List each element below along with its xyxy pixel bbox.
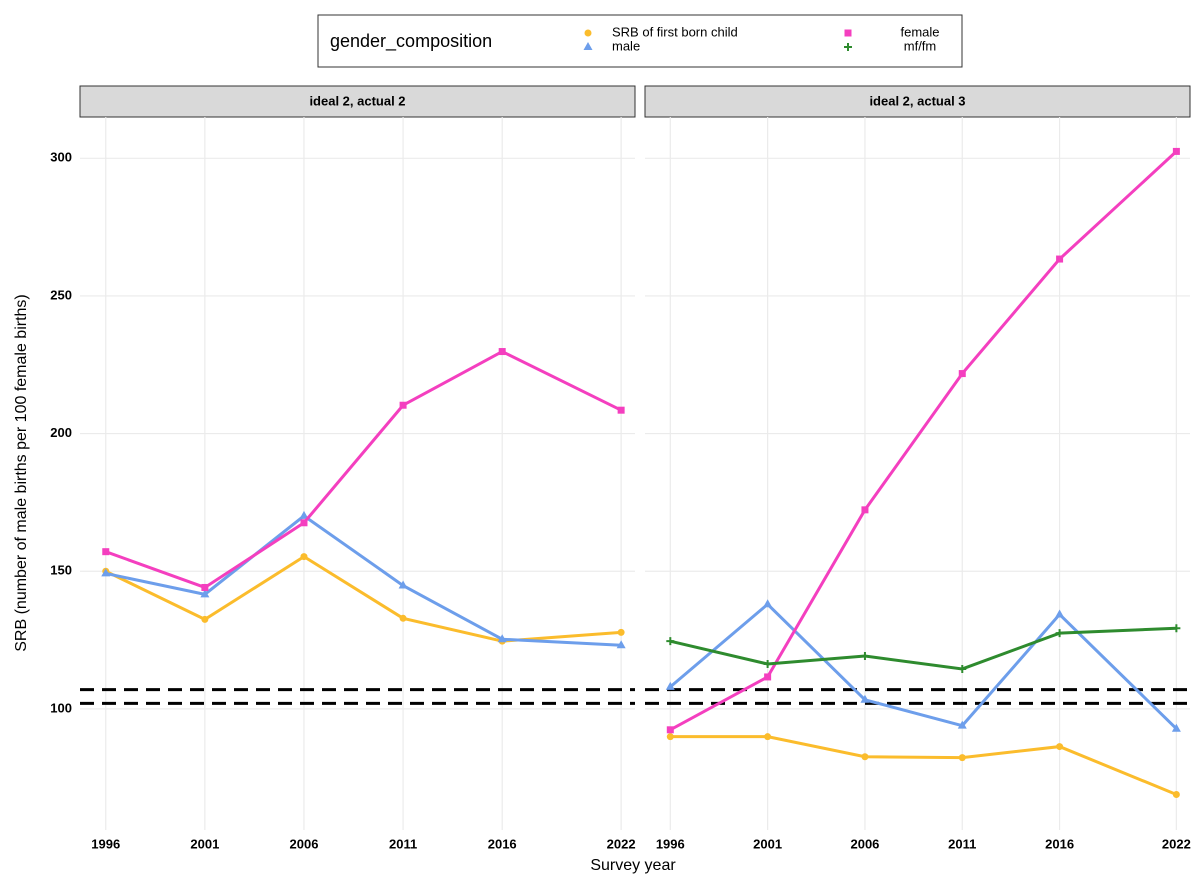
point <box>764 673 772 681</box>
y-tick-label: 250 <box>50 287 72 302</box>
point <box>399 401 407 409</box>
x-tick-label: 1996 <box>91 836 120 851</box>
point <box>583 42 593 50</box>
point <box>201 615 209 623</box>
point <box>958 754 966 762</box>
line <box>105 349 622 590</box>
point <box>497 634 507 643</box>
y-tick-label: 100 <box>50 700 72 715</box>
line <box>669 626 1177 671</box>
point <box>763 599 773 608</box>
x-tick-label: 1996 <box>656 836 685 851</box>
point <box>616 640 626 649</box>
point <box>1172 147 1180 155</box>
point <box>617 406 625 414</box>
point <box>584 29 592 37</box>
point <box>1056 743 1064 751</box>
point <box>300 553 308 561</box>
point <box>666 733 674 741</box>
point <box>861 506 869 514</box>
x-tick-label: 2001 <box>753 836 782 851</box>
point <box>1171 723 1181 732</box>
legend-label: male <box>612 38 640 53</box>
point <box>1056 255 1064 263</box>
line <box>105 554 622 643</box>
point <box>299 510 309 519</box>
x-tick-label: 2022 <box>1162 836 1191 851</box>
point <box>957 720 967 729</box>
point <box>1172 790 1180 798</box>
x-tick-label: 2011 <box>948 836 976 851</box>
y-axis-label: SRB (number of male births per 100 femal… <box>13 294 30 651</box>
line <box>105 514 622 647</box>
y-tick-label: 200 <box>50 425 72 440</box>
legend-label: female <box>900 24 939 39</box>
point <box>398 580 408 589</box>
point <box>1055 609 1065 618</box>
point <box>666 637 675 646</box>
point <box>1172 624 1181 633</box>
point <box>861 753 869 761</box>
point <box>399 614 407 622</box>
point <box>958 664 967 673</box>
point <box>860 652 869 661</box>
x-tick-label: 2016 <box>1045 836 1074 851</box>
point <box>666 726 674 734</box>
x-tick-label: 2022 <box>607 836 636 851</box>
x-axis-label: Survey year <box>590 857 676 874</box>
point <box>764 733 772 741</box>
x-tick-label: 2016 <box>488 836 517 851</box>
legend-box <box>317 14 963 68</box>
point <box>101 568 111 577</box>
y-tick-label: 300 <box>50 150 72 165</box>
legend-title: gender_composition <box>330 31 492 52</box>
x-tick-label: 2006 <box>850 836 879 851</box>
point <box>498 348 506 356</box>
point <box>844 43 852 51</box>
line <box>670 735 1177 796</box>
x-tick-label: 2006 <box>290 836 319 851</box>
point <box>844 29 852 37</box>
point <box>300 519 308 527</box>
point <box>665 681 675 690</box>
x-tick-label: 2011 <box>389 836 417 851</box>
strip <box>644 85 1191 118</box>
x-tick-label: 2001 <box>190 836 219 851</box>
legend-label: SRB of first born child <box>612 24 738 39</box>
point <box>617 628 625 636</box>
line <box>669 602 1178 730</box>
legend-label: mf/fm <box>904 38 937 53</box>
point <box>958 370 966 378</box>
point <box>200 589 210 598</box>
y-tick-label: 150 <box>50 563 72 578</box>
point <box>102 548 110 556</box>
point <box>201 583 209 591</box>
point <box>860 694 870 703</box>
point <box>763 660 772 668</box>
strip <box>79 85 636 118</box>
panel-title: ideal 2, actual 3 <box>869 93 965 108</box>
panel-title: ideal 2, actual 2 <box>309 93 405 108</box>
point <box>1055 629 1064 638</box>
line <box>669 150 1178 732</box>
